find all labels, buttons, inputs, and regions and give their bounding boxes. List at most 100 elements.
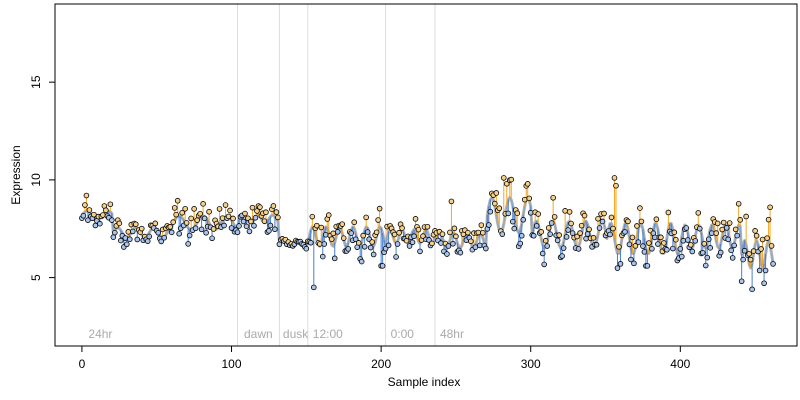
data-point	[85, 217, 91, 223]
data-point	[548, 220, 555, 226]
data-point	[702, 262, 709, 269]
data-point	[689, 248, 696, 255]
y-tick-label: 5	[29, 274, 43, 281]
data-point	[125, 229, 132, 235]
data-point	[734, 232, 740, 239]
data-point	[92, 222, 99, 229]
data-point	[186, 232, 193, 239]
data-point	[391, 231, 398, 238]
data-point	[358, 258, 365, 265]
data-point	[762, 267, 769, 274]
data-point	[664, 246, 670, 253]
data-point	[556, 232, 562, 238]
data-point	[729, 255, 736, 261]
data-point	[316, 241, 323, 247]
data-point	[554, 237, 561, 244]
data-point	[251, 222, 257, 229]
data-point	[158, 238, 165, 245]
data-point	[586, 226, 592, 233]
data-point	[257, 204, 263, 210]
data-point	[756, 267, 763, 274]
data-point	[331, 255, 338, 262]
data-point	[480, 229, 486, 236]
annotation-label: dusk	[283, 327, 309, 341]
data-point	[330, 230, 337, 237]
data-point	[759, 236, 766, 243]
data-point	[328, 236, 335, 242]
data-point	[243, 223, 250, 230]
data-point	[200, 201, 206, 207]
data-point	[596, 225, 603, 231]
data-point	[183, 220, 190, 226]
data-point	[568, 220, 574, 227]
data-point	[370, 251, 377, 258]
data-point	[355, 240, 362, 246]
data-point	[741, 247, 748, 254]
data-point	[613, 182, 619, 189]
data-point	[360, 232, 366, 239]
data-point	[626, 241, 633, 248]
plot-frame	[54, 3, 798, 347]
data-point	[728, 247, 734, 254]
data-point	[575, 246, 582, 252]
data-point	[188, 215, 194, 222]
data-point	[254, 208, 260, 214]
data-point	[373, 229, 380, 236]
data-point	[608, 214, 615, 221]
data-point	[530, 232, 537, 239]
data-point	[767, 204, 773, 211]
data-points-layer	[79, 175, 776, 293]
data-point	[340, 235, 347, 241]
data-point	[191, 206, 197, 212]
data-point	[457, 249, 464, 256]
data-point	[363, 214, 369, 221]
data-point	[228, 225, 235, 231]
data-point	[544, 243, 550, 249]
data-point	[219, 215, 226, 221]
data-point	[134, 236, 141, 243]
data-point	[246, 228, 253, 235]
data-point	[173, 211, 179, 218]
data-point	[500, 175, 507, 181]
x-axis-label: Sample index	[388, 375, 461, 389]
data-point	[322, 231, 329, 238]
data-point	[753, 232, 760, 239]
data-point	[103, 207, 109, 213]
data-point	[394, 241, 401, 247]
data-point	[385, 242, 392, 249]
data-point	[665, 209, 672, 216]
data-point	[677, 246, 684, 252]
data-point	[658, 234, 664, 241]
data-point	[680, 237, 687, 244]
data-point	[107, 201, 114, 208]
data-point	[152, 220, 159, 227]
annotation-label: dawn	[244, 327, 273, 341]
data-point	[758, 246, 764, 252]
data-point	[225, 213, 232, 220]
data-point	[339, 221, 346, 227]
data-point	[155, 230, 162, 236]
data-point	[520, 216, 527, 223]
data-point	[566, 209, 573, 215]
data-point	[661, 240, 667, 246]
data-point	[590, 235, 597, 241]
data-point	[720, 219, 727, 226]
data-point	[179, 209, 185, 216]
data-point	[201, 215, 208, 222]
data-point	[308, 239, 314, 246]
x-tick-label: 100	[222, 357, 242, 371]
data-point	[714, 220, 721, 227]
data-point	[717, 249, 724, 256]
data-point	[719, 226, 726, 233]
data-point	[653, 216, 660, 223]
data-point	[171, 205, 178, 211]
data-point	[376, 205, 383, 212]
data-point	[581, 212, 588, 219]
data-point	[583, 235, 589, 242]
data-point	[472, 244, 479, 250]
data-point	[584, 231, 591, 237]
data-point	[182, 205, 188, 212]
data-point	[486, 222, 492, 228]
data-point	[100, 212, 106, 218]
data-point	[426, 237, 432, 243]
